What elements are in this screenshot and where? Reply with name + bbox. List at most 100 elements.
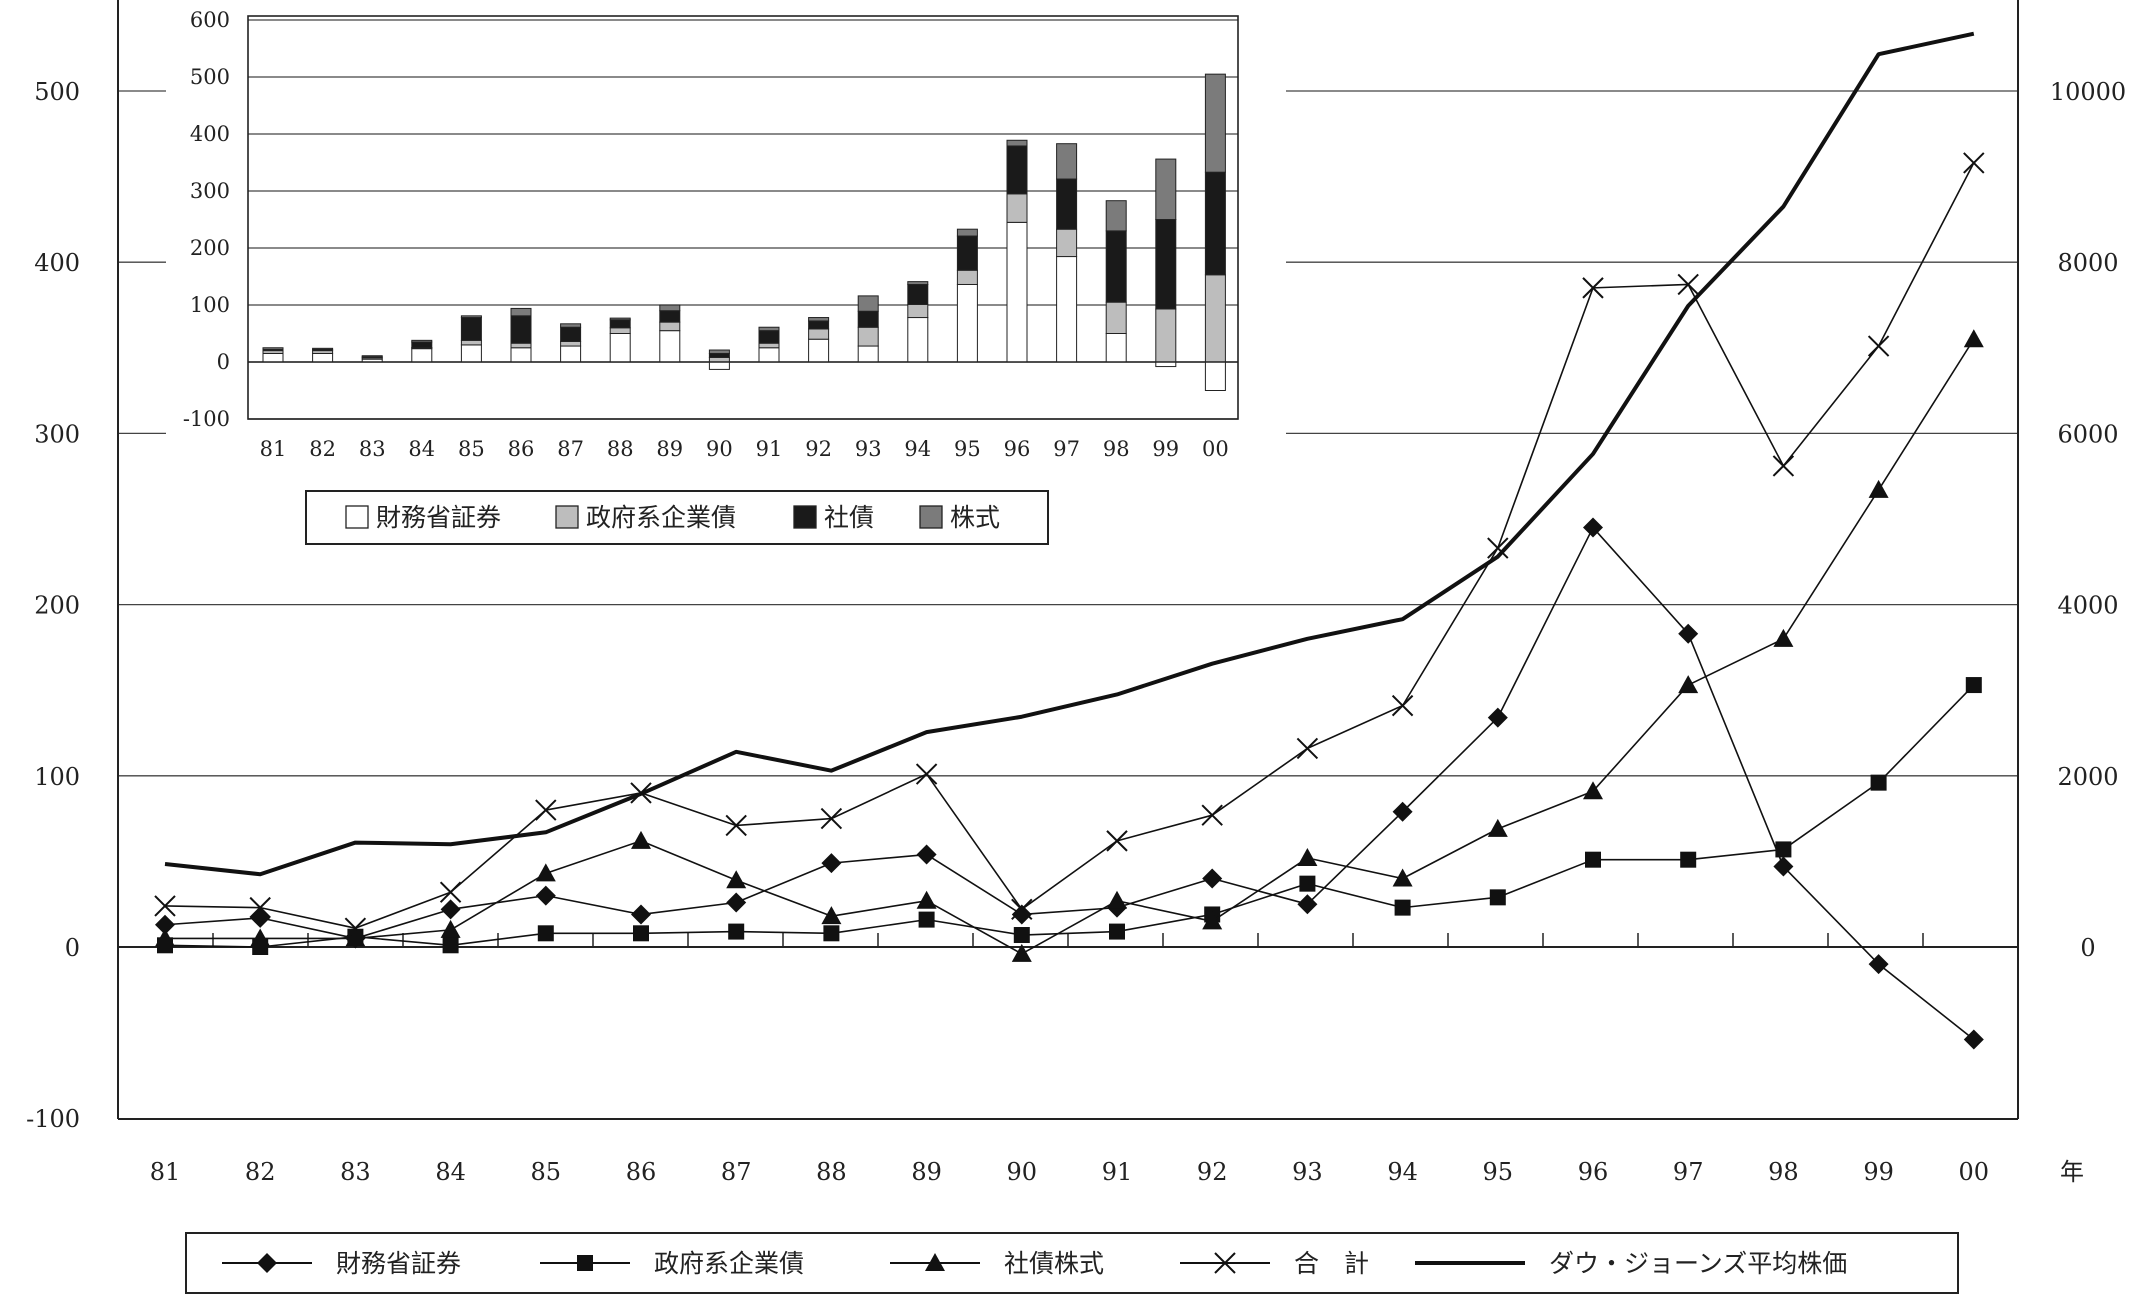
bar-segment-財務省証券 (808, 338, 830, 363)
inset-x-tick-label: 94 (904, 437, 931, 461)
x-tick-label: 84 (435, 1158, 466, 1186)
x-tick-label: 96 (1578, 1158, 1609, 1186)
bar-segment-財務省証券 (1105, 333, 1127, 363)
x-tick-label: 88 (816, 1158, 847, 1186)
inset-x-tick-label: 85 (458, 437, 485, 461)
bar-segment-政府系企業債 (1155, 308, 1177, 363)
series-line-政府系企業債 (164, 684, 1975, 948)
data-point-合計 (1963, 152, 1985, 174)
data-point-社債株式 (1202, 911, 1223, 930)
inset-y-tick-label: 200 (190, 236, 230, 260)
data-point-政府系企業債 (1585, 851, 1601, 868)
right-tick-label: 10000 (2050, 78, 2126, 106)
x-marker-stroke (1487, 537, 1509, 559)
bar-segment-財務省証券 (510, 347, 532, 363)
legend-marker-社債株式 (925, 1253, 945, 1271)
data-point-政府系企業債 (1489, 889, 1506, 906)
left-tick-label: 400 (34, 249, 80, 277)
bar-segment-株式 (857, 295, 879, 312)
data-point-政府系企業債 (1109, 923, 1125, 940)
data-point-合計 (439, 881, 462, 903)
inset-y-tick-label: 0 (217, 350, 230, 374)
inset-y-tick-label: 100 (190, 293, 230, 317)
bar-segment-社債 (510, 315, 532, 344)
series-line-社債株式 (165, 338, 1975, 955)
x-marker-stroke (1201, 804, 1223, 826)
bar-segment-社債 (758, 330, 780, 344)
x-marker-stroke (1867, 335, 1890, 357)
bar-segment-株式 (1105, 200, 1127, 232)
data-point-社債株式 (1583, 781, 1603, 800)
x-tick-label: 82 (245, 1158, 276, 1186)
inset-frame (247, 15, 1239, 420)
x-marker-stroke (1296, 737, 1319, 760)
bar-segment-株式 (460, 315, 482, 319)
bar-segment-社債 (609, 319, 631, 329)
x-marker-stroke (535, 799, 557, 821)
data-point-政府系企業債 (442, 937, 459, 954)
inset-x-tick-label: 87 (557, 437, 584, 461)
inset-x-tick-label: 00 (1202, 437, 1229, 461)
x-marker-stroke (725, 814, 747, 837)
x-marker-stroke (1106, 830, 1128, 852)
bar-segment-政府系企業債 (1006, 193, 1028, 223)
data-point-財務省証券 (1202, 868, 1223, 889)
legend-label-財務省証券: 財務省証券 (336, 1249, 461, 1278)
inset-y-tick-label: 500 (190, 65, 230, 89)
x-tick-label: 89 (911, 1158, 942, 1186)
bar-segment-財務省証券 (758, 347, 780, 363)
inset-x-tick-label: 82 (309, 437, 336, 461)
inset-chart: -100 0 100 200 300 400 500 600 81 82 83 84 85 86 87 88 8… (166, 0, 1286, 545)
inset-x-tick-label: 89 (656, 437, 683, 461)
data-point-政府系企業債 (1775, 841, 1792, 858)
bar-segment-財務省証券 (560, 345, 582, 363)
data-point-政府系企業債 (1680, 851, 1697, 868)
data-point-財務省証券 (1392, 801, 1413, 822)
data-point-財務省証券 (1297, 894, 1318, 915)
data-point-合計 (725, 814, 747, 837)
bar-segment-財務省証券 (659, 330, 681, 363)
left-tick-label: 200 (34, 592, 80, 620)
bar-segment-社債 (1006, 145, 1028, 195)
bar-segment-株式 (708, 349, 730, 354)
legend-label-合計: 合 計 (1294, 1249, 1369, 1278)
right-tick-label: 0 (2080, 934, 2095, 962)
bar-segment-株式 (1155, 158, 1177, 220)
data-point-社債株式 (1868, 479, 1889, 498)
x-marker-stroke (344, 917, 367, 939)
inset-legend-label-政府系企業債: 政府系企業債 (586, 503, 736, 532)
data-point-社債株式 (1011, 943, 1032, 962)
inset-legend-swatch-政府系企業債 (555, 505, 579, 529)
data-point-政府系企業債 (1299, 875, 1316, 892)
main-legend: 財務省証券 政府系企業債 社債株式 合 計 ダウ・ジョーンズ平均株価 (185, 1232, 1959, 1294)
x-tick-label: 94 (1387, 1158, 1418, 1186)
data-point-社債株式 (250, 928, 271, 947)
data-point-財務省証券 (726, 892, 747, 913)
inset-axes: -100 0 100 200 300 400 500 600 81 82 83 84 85 86 87 88 8… (183, 8, 1239, 461)
x-tick-label: 91 (1102, 1158, 1133, 1186)
data-point-財務省証券 (1868, 954, 1889, 975)
legend-marker-合計 (1214, 1252, 1236, 1274)
left-tick-label: 500 (34, 78, 80, 106)
data-point-財務省証券 (1773, 856, 1794, 877)
bar-segment-株式 (1056, 143, 1078, 180)
x-marker-stroke (1391, 694, 1414, 717)
x-tick-label: 86 (626, 1158, 657, 1186)
data-point-財務省証券 (1963, 1029, 1984, 1050)
bar-segment-政府系企業債 (460, 339, 482, 346)
data-point-社債株式 (155, 928, 175, 947)
bar-segment-株式 (262, 347, 284, 350)
inset-legend-swatch-社債 (793, 505, 817, 529)
inset-x-tick-label: 81 (260, 437, 287, 461)
data-point-政府系企業債 (1870, 774, 1887, 791)
data-point-合計 (820, 807, 843, 830)
data-point-合計 (535, 799, 557, 821)
inset-x-tick-label: 90 (706, 437, 733, 461)
legend-label-社債株式: 社債株式 (1004, 1249, 1104, 1278)
bar-segment-財務省証券 (1006, 221, 1028, 363)
inset-x-tick-label: 96 (1004, 437, 1031, 461)
data-point-社債株式 (1487, 818, 1508, 837)
bar-segment-財務省証券 (1204, 361, 1226, 391)
bar-segment-政府系企業債 (907, 303, 929, 319)
data-point-社債株式 (821, 906, 842, 925)
